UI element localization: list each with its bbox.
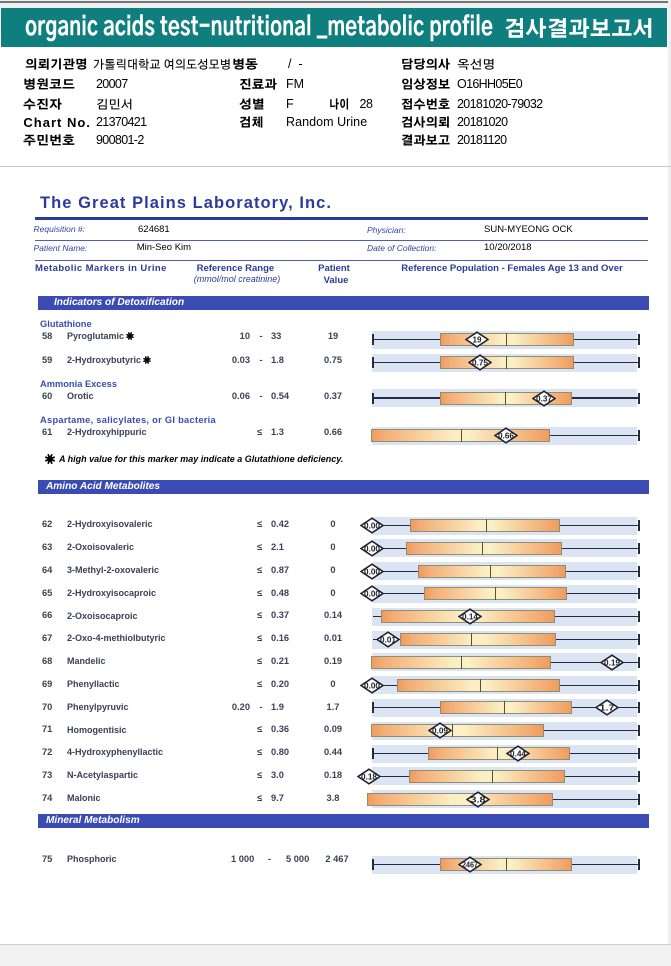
svg-text:1.7: 1.7 xyxy=(600,704,616,713)
svg-text:0.00: 0.00 xyxy=(364,544,381,553)
svg-text:0.00: 0.00 xyxy=(364,521,381,530)
svg-text:0.09: 0.09 xyxy=(432,727,449,736)
svg-text:0.18: 0.18 xyxy=(361,772,378,781)
svg-text:0.01: 0.01 xyxy=(380,635,397,644)
svg-text:0.14: 0.14 xyxy=(462,613,479,622)
svg-text:0.00: 0.00 xyxy=(364,681,381,690)
svg-text:0.19: 0.19 xyxy=(604,658,621,667)
svg-text:0.75: 0.75 xyxy=(472,358,489,367)
svg-text:0.00: 0.00 xyxy=(364,590,381,599)
svg-text:2467: 2467 xyxy=(462,860,478,869)
svg-text:0.00: 0.00 xyxy=(364,567,381,576)
svg-text:0.44: 0.44 xyxy=(510,749,527,758)
svg-text:0.37: 0.37 xyxy=(536,394,553,403)
svg-text:3.8: 3.8 xyxy=(471,795,487,804)
svg-text:19: 19 xyxy=(473,335,482,344)
svg-text:0.66: 0.66 xyxy=(498,431,515,440)
